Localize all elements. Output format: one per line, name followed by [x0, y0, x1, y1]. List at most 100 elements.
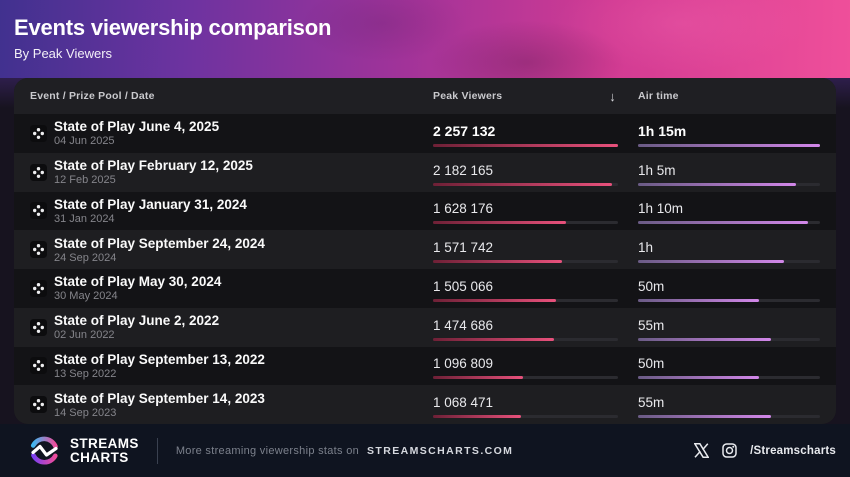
playstation-event-icon	[30, 202, 47, 220]
peak-viewers-bar-track	[433, 182, 618, 186]
event-date: 12 Feb 2025	[54, 174, 116, 187]
air-time-cell: 1h 15m	[638, 114, 820, 153]
sort-descending-icon[interactable]: ↓	[609, 88, 616, 104]
column-header-peak-viewers-label: Peak Viewers	[433, 90, 503, 102]
brand-line-1: STREAMS	[70, 435, 139, 451]
event-name: State of Play January 31, 2024	[54, 196, 247, 212]
peak-viewers-value: 2 257 132	[433, 122, 496, 139]
table-row[interactable]: State of Play June 2, 2022 02 Jun 2022 1…	[14, 307, 836, 347]
air-time-value: 55m	[638, 317, 665, 333]
air-time-cell: 55m	[638, 308, 820, 347]
playstation-event-icon	[30, 318, 47, 336]
air-time-cell: 1h	[638, 230, 820, 269]
event-date: 24 Sep 2024	[54, 251, 117, 264]
social-links: /Streamscharts	[694, 443, 836, 458]
air-time-bar	[638, 182, 796, 186]
streamscharts-logo-icon	[30, 436, 58, 465]
column-header-peak-viewers[interactable]: Peak Viewers ↓	[433, 89, 638, 104]
page-subtitle: By Peak Viewers	[14, 46, 113, 61]
page-title: Events viewership comparison	[14, 15, 332, 40]
instagram-icon[interactable]	[722, 443, 737, 458]
peak-viewers-bar	[433, 182, 612, 186]
table-row[interactable]: State of Play June 4, 2025 04 Jun 2025 2…	[14, 114, 836, 153]
streamscharts-brand: STREAMS CHARTS	[28, 434, 139, 467]
peak-viewers-bar	[433, 260, 562, 263]
peak-viewers-value: 1 571 742	[433, 240, 494, 255]
peak-viewers-bar	[433, 143, 618, 147]
playstation-event-icon	[30, 357, 47, 375]
air-time-bar-track	[638, 260, 820, 263]
air-time-bar	[638, 221, 808, 225]
table-row[interactable]: State of Play May 30, 2024 30 May 2024 1…	[14, 269, 836, 308]
air-time-value: 1h 5m	[638, 162, 676, 178]
peak-viewers-value: 1 068 471	[433, 395, 494, 410]
event-name: State of Play September 14, 2023	[54, 390, 265, 406]
event-date: 31 Jan 2024	[54, 212, 115, 225]
event-date: 13 Sep 2022	[54, 367, 117, 380]
event-cell: State of Play September 14, 2023 14 Sep …	[30, 385, 433, 424]
peak-viewers-value: 1 096 809	[433, 356, 494, 372]
table-row[interactable]: State of Play January 31, 2024 31 Jan 20…	[14, 191, 836, 231]
table-row[interactable]: State of Play February 12, 2025 12 Feb 2…	[14, 152, 836, 192]
air-time-bar	[638, 260, 784, 263]
peak-viewers-value: 1 474 686	[433, 317, 494, 333]
peak-viewers-cell: 1 505 066	[433, 269, 638, 308]
brand-line-2: CHARTS	[70, 449, 129, 465]
air-time-cell: 1h 10m	[638, 192, 820, 231]
peak-viewers-cell: 2 257 132	[433, 114, 638, 153]
table-row[interactable]: State of Play September 14, 2023 14 Sep …	[14, 385, 836, 424]
x-twitter-icon[interactable]	[694, 443, 710, 458]
footer-tagline: More streaming viewership stats on	[175, 444, 360, 457]
playstation-event-icon	[30, 396, 47, 414]
playstation-event-icon	[30, 279, 47, 297]
table-body: State of Play June 4, 2025 04 Jun 2025 2…	[14, 114, 836, 424]
peak-viewers-bar-track	[433, 260, 618, 263]
event-name: State of Play September 13, 2022	[54, 351, 265, 367]
footer-site-url[interactable]: STREAMSCHARTS.COM	[367, 444, 514, 457]
air-time-bar	[638, 298, 760, 302]
table-row[interactable]: State of Play September 24, 2024 24 Sep …	[14, 230, 836, 269]
table-header: Event / Prize Pool / Date Peak Viewers ↓…	[14, 78, 836, 114]
air-time-value: 50m	[638, 278, 665, 294]
peak-viewers-cell: 1 628 176	[433, 192, 638, 231]
event-cell: State of Play May 30, 2024 30 May 2024	[30, 269, 433, 308]
column-header-air-time[interactable]: Air time	[638, 90, 820, 102]
peak-viewers-value: 2 182 165	[433, 162, 494, 178]
air-time-bar-track	[638, 376, 820, 380]
peak-viewers-bar	[433, 298, 557, 302]
event-name: State of Play June 2, 2022	[54, 313, 220, 329]
peak-viewers-bar-track	[433, 143, 618, 147]
air-time-value: 1h 10m	[638, 201, 684, 217]
table-row[interactable]: State of Play September 13, 2022 13 Sep …	[14, 346, 836, 386]
event-name: State of Play February 12, 2025	[54, 158, 253, 174]
peak-viewers-value: 1 505 066	[433, 278, 494, 294]
playstation-event-icon	[30, 163, 47, 181]
air-time-value: 1h 15m	[638, 122, 687, 139]
column-header-event: Event / Prize Pool / Date	[30, 90, 155, 102]
peak-viewers-bar-track	[433, 337, 618, 341]
column-header-air-time-label: Air time	[638, 90, 679, 102]
air-time-bar-track	[638, 415, 820, 418]
footer-divider	[156, 437, 158, 464]
peak-viewers-bar-track	[433, 376, 618, 380]
event-cell: State of Play September 13, 2022 13 Sep …	[30, 347, 433, 386]
event-date: 04 Jun 2025	[54, 135, 115, 148]
air-time-bar	[638, 415, 772, 418]
air-time-cell: 50m	[638, 347, 820, 386]
peak-viewers-bar	[433, 415, 521, 418]
air-time-bar	[638, 337, 772, 341]
brand-name: STREAMS CHARTS	[70, 435, 139, 465]
air-time-bar-track	[638, 337, 820, 341]
air-time-cell: 1h 5m	[638, 153, 820, 192]
event-date: 14 Sep 2023	[54, 406, 117, 419]
social-handle[interactable]: /Streamscharts	[750, 444, 836, 457]
air-time-bar-track	[638, 143, 820, 147]
event-cell: State of Play February 12, 2025 12 Feb 2…	[30, 153, 433, 192]
peak-viewers-bar-track	[433, 221, 618, 225]
playstation-event-icon	[30, 241, 47, 259]
hero-banner	[0, 0, 850, 78]
air-time-bar-track	[638, 298, 820, 302]
air-time-cell: 50m	[638, 269, 820, 308]
air-time-value: 55m	[638, 395, 665, 410]
